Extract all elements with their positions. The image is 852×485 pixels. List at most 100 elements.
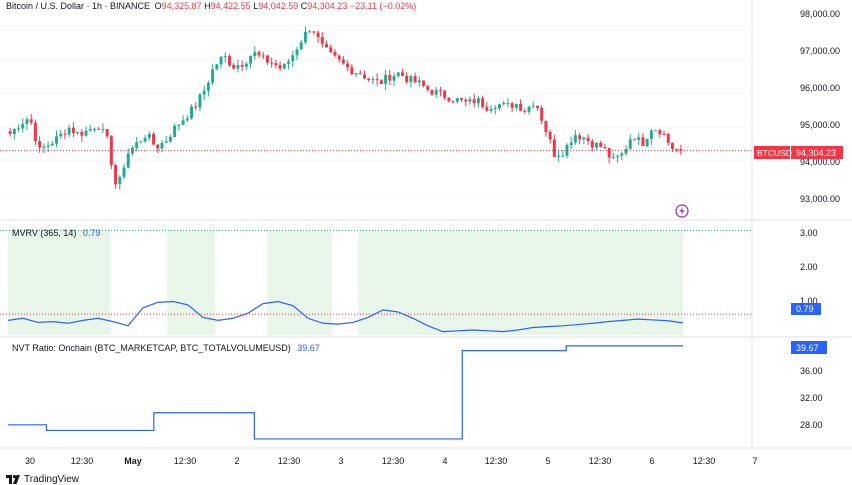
- nvt-title: NVT Ratio: Onchain (BTC_MARKETCAP, BTC_T…: [12, 343, 291, 353]
- candle-body: [270, 62, 274, 64]
- candle-body: [236, 65, 240, 69]
- candle-body: [510, 103, 514, 108]
- candle-body: [139, 141, 143, 143]
- candle-body: [59, 133, 63, 137]
- nvt-tick: 36.00: [800, 366, 823, 376]
- time-tick: 12:30: [485, 456, 508, 466]
- candle-body: [489, 108, 493, 111]
- mvrv-shade-region: [267, 230, 332, 335]
- candle-body: [468, 99, 472, 102]
- candle-body: [375, 79, 379, 81]
- candle-body: [211, 69, 215, 83]
- mvrv-tick: 3.00: [800, 228, 818, 238]
- candle-body: [400, 72, 404, 76]
- tradingview-logo[interactable]: TradingView: [6, 474, 79, 485]
- bolt-icon[interactable]: [675, 204, 689, 218]
- candle-body: [552, 139, 556, 157]
- candle-body: [320, 36, 324, 44]
- candle-body: [88, 128, 92, 131]
- time-tick: 5: [545, 456, 550, 466]
- mvrv-legend[interactable]: MVRV (365, 14) 0.79: [12, 228, 100, 238]
- candle-body: [135, 142, 139, 148]
- nvt-legend[interactable]: NVT Ratio: Onchain (BTC_MARKETCAP, BTC_T…: [12, 343, 320, 353]
- candle-body: [417, 80, 421, 83]
- time-tick: 12:30: [589, 456, 612, 466]
- candle-body: [455, 98, 459, 102]
- candle-body: [33, 122, 37, 142]
- ohlc-low-value: 94,042.59: [258, 1, 299, 11]
- mvrv-line: [7, 300, 684, 333]
- candle-body: [164, 141, 168, 143]
- candle-body: [337, 55, 341, 60]
- candle-body: [303, 31, 307, 43]
- mvrv-tick: 2.00: [800, 262, 818, 272]
- candle-body: [143, 137, 147, 142]
- candle-body: [333, 52, 337, 56]
- candle-body: [557, 155, 561, 157]
- candle-body: [67, 127, 71, 135]
- candle-body: [25, 119, 29, 124]
- candle-body: [316, 32, 320, 37]
- ohlc-close-label: C: [300, 1, 308, 11]
- price-tick: 98,000.00: [800, 9, 840, 19]
- candle-body: [565, 144, 569, 156]
- tradingview-brand: TradingView: [24, 474, 80, 485]
- mvrv-value-label: 0.79: [796, 304, 814, 314]
- nvt-value: 39.67: [297, 343, 320, 353]
- candle-body: [354, 73, 358, 75]
- candle-body: [177, 124, 181, 126]
- candle-body: [590, 141, 594, 148]
- time-axis[interactable]: 30 12:30 May 12:30 2 12:30 3 12:30 4 12:…: [25, 456, 758, 466]
- candle-body: [63, 133, 67, 135]
- candle-body: [527, 106, 531, 112]
- candle-body: [152, 133, 156, 145]
- time-tick: 3: [338, 456, 343, 466]
- mvrv-shade-region: [8, 230, 111, 335]
- candle-body: [569, 142, 573, 145]
- price-axis[interactable]: 98,000.00 97,000.00 96,000.00 95,000.00 …: [800, 9, 840, 204]
- candle-body: [544, 120, 548, 132]
- candle-body: [147, 133, 151, 138]
- candle-body: [240, 65, 244, 67]
- nvt-axis[interactable]: 36.00 32.00 28.00: [800, 366, 823, 430]
- time-tick: 12:30: [278, 456, 301, 466]
- candle-body: [114, 165, 118, 185]
- candle-body: [641, 137, 645, 147]
- time-tick: 12:30: [693, 456, 716, 466]
- candle-body: [185, 118, 189, 121]
- candle-body: [55, 136, 58, 144]
- candle-body: [181, 120, 185, 125]
- candle-body: [363, 74, 366, 79]
- candle-body: [261, 55, 265, 57]
- price-tick: 93,000.00: [800, 194, 840, 204]
- candle-body: [645, 138, 649, 147]
- symbol-legend[interactable]: Bitcoin / U.S. Dollar · 1h · BINANCE O94…: [6, 1, 416, 11]
- candle-body: [160, 142, 164, 149]
- candle-body: [295, 49, 299, 56]
- last-price-value: 94,304.23: [796, 148, 836, 158]
- candle-body: [257, 52, 261, 56]
- candle-body: [17, 128, 21, 130]
- candle-body: [118, 176, 122, 185]
- mvrv-axis[interactable]: 3.00 2.00 1.00: [800, 228, 818, 306]
- ohlc-open-value: 94,325.87: [161, 1, 202, 11]
- time-tick: 12:30: [174, 456, 197, 466]
- candle-body: [312, 31, 316, 33]
- mvrv-tick: 1.00: [800, 296, 818, 306]
- candle-body: [101, 129, 105, 131]
- candle-body: [105, 129, 109, 137]
- candle-body: [371, 79, 375, 81]
- candle-body: [548, 131, 552, 140]
- candle-body: [514, 103, 518, 108]
- ohlc-high-value: 94,422.55: [210, 1, 251, 11]
- candle-body: [232, 64, 236, 69]
- candle-body: [8, 131, 12, 134]
- ohlc-low-label: L: [253, 1, 259, 11]
- price-tick: 96,000.00: [800, 83, 840, 93]
- candle-body: [244, 63, 248, 67]
- candle-body: [658, 130, 662, 135]
- candle-body: [451, 101, 455, 103]
- candle-body: [582, 137, 586, 140]
- nvt-tick: 32.00: [800, 393, 823, 403]
